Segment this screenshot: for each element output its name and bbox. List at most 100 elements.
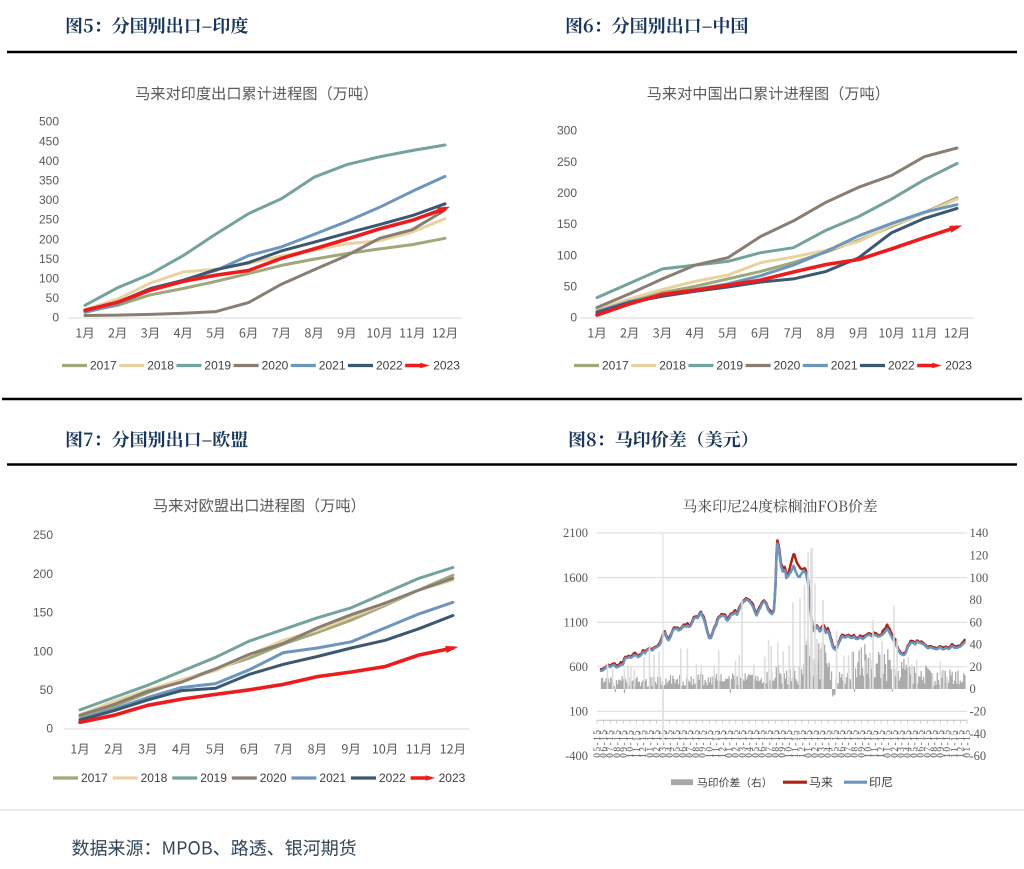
svg-text:2019: 2019 — [200, 771, 227, 785]
svg-text:03-15: 03-15 — [818, 729, 828, 758]
svg-text:1600: 1600 — [563, 571, 588, 585]
svg-text:06-15: 06-15 — [600, 729, 610, 758]
svg-text:350: 350 — [39, 174, 59, 188]
svg-text:08-15: 08-15 — [771, 729, 781, 758]
svg-text:80: 80 — [970, 593, 983, 607]
svg-text:02-15: 02-15 — [652, 729, 662, 758]
svg-text:100: 100 — [970, 571, 989, 585]
svg-text:09-15: 09-15 — [619, 729, 629, 758]
svg-text:2018: 2018 — [659, 359, 686, 373]
svg-text:01-15: 01-15 — [804, 729, 814, 758]
svg-text:02-15: 02-15 — [732, 729, 742, 758]
svg-text:07-15: 07-15 — [765, 729, 775, 758]
svg-text:2022: 2022 — [888, 359, 915, 373]
svg-text:06-15: 06-15 — [837, 729, 847, 758]
svg-text:0: 0 — [46, 722, 53, 736]
svg-text:140: 140 — [970, 526, 989, 540]
svg-text:2018: 2018 — [141, 771, 168, 785]
svg-text:150: 150 — [39, 252, 59, 266]
svg-text:50: 50 — [40, 683, 54, 697]
svg-text:12-15: 12-15 — [719, 729, 729, 758]
svg-text:05-15: 05-15 — [752, 729, 762, 758]
svg-text:250: 250 — [39, 213, 59, 227]
svg-text:-20: -20 — [970, 705, 987, 719]
svg-text:150: 150 — [557, 217, 577, 231]
svg-text:08-15: 08-15 — [930, 729, 940, 758]
svg-text:09-15: 09-15 — [699, 729, 709, 758]
svg-text:08-15: 08-15 — [851, 729, 861, 758]
svg-text:450: 450 — [39, 134, 59, 148]
svg-text:-60: -60 — [970, 749, 987, 763]
svg-text:2019: 2019 — [716, 359, 743, 373]
svg-text:2021: 2021 — [319, 771, 346, 785]
svg-text:12-15: 12-15 — [956, 729, 966, 758]
svg-text:03-15: 03-15 — [897, 729, 907, 758]
svg-text:11-15: 11-15 — [791, 729, 801, 758]
svg-text:2022: 2022 — [379, 771, 406, 785]
svg-text:05-15: 05-15 — [672, 729, 682, 758]
svg-text:03-15: 03-15 — [659, 729, 669, 758]
svg-text:07-15: 07-15 — [606, 729, 616, 758]
svg-text:250: 250 — [33, 528, 53, 542]
svg-text:2018: 2018 — [147, 359, 174, 373]
svg-text:600: 600 — [569, 660, 588, 674]
svg-text:2022: 2022 — [376, 359, 403, 373]
svg-text:03-15: 03-15 — [738, 729, 748, 758]
svg-text:10-15: 10-15 — [785, 729, 795, 758]
svg-text:1100: 1100 — [563, 615, 588, 629]
svg-text:0: 0 — [570, 311, 577, 325]
svg-text:12-15: 12-15 — [639, 729, 649, 758]
svg-text:07-15: 07-15 — [844, 729, 854, 758]
svg-text:08-15: 08-15 — [613, 729, 623, 758]
svg-text:60: 60 — [970, 615, 983, 629]
svg-text:100: 100 — [33, 644, 53, 658]
svg-text:01-15: 01-15 — [963, 729, 973, 758]
svg-text:04-15: 04-15 — [904, 729, 914, 758]
svg-text:10-15: 10-15 — [864, 729, 874, 758]
svg-text:12-15: 12-15 — [877, 729, 887, 758]
svg-text:07-15: 07-15 — [923, 729, 933, 758]
svg-text:08-15: 08-15 — [692, 729, 702, 758]
svg-text:2017: 2017 — [81, 771, 108, 785]
svg-text:2100: 2100 — [563, 526, 588, 540]
svg-text:10-15: 10-15 — [705, 729, 715, 758]
svg-text:100: 100 — [569, 705, 588, 719]
svg-text:11-15: 11-15 — [633, 729, 643, 758]
svg-text:2020: 2020 — [260, 771, 287, 785]
svg-text:200: 200 — [39, 232, 59, 246]
svg-text:2023: 2023 — [945, 359, 972, 373]
svg-text:04-15: 04-15 — [745, 729, 755, 758]
svg-text:09-15: 09-15 — [857, 729, 867, 758]
svg-text:200: 200 — [557, 186, 577, 200]
svg-text:07-15: 07-15 — [686, 729, 696, 758]
svg-text:11-15: 11-15 — [712, 729, 722, 758]
svg-text:04-15: 04-15 — [824, 729, 834, 758]
svg-text:2017: 2017 — [602, 359, 629, 373]
svg-text:2023: 2023 — [433, 359, 460, 373]
svg-text:01-15: 01-15 — [646, 729, 656, 758]
svg-text:09-15: 09-15 — [778, 729, 788, 758]
svg-text:2020: 2020 — [262, 359, 289, 373]
svg-text:300: 300 — [39, 193, 59, 207]
svg-text:20: 20 — [970, 660, 983, 674]
svg-text:120: 120 — [970, 549, 989, 563]
svg-text:-40: -40 — [970, 727, 987, 741]
svg-text:50: 50 — [564, 280, 578, 294]
svg-text:2020: 2020 — [774, 359, 801, 373]
svg-text:150: 150 — [33, 606, 53, 620]
svg-text:100: 100 — [557, 248, 577, 262]
svg-text:0: 0 — [52, 311, 59, 325]
svg-text:11-15: 11-15 — [950, 729, 960, 758]
svg-text:300: 300 — [557, 124, 577, 138]
svg-text:-400: -400 — [565, 749, 588, 763]
svg-text:2021: 2021 — [319, 359, 346, 373]
svg-text:400: 400 — [39, 154, 59, 168]
svg-text:06-15: 06-15 — [917, 729, 927, 758]
svg-text:2019: 2019 — [204, 359, 231, 373]
svg-text:02-15: 02-15 — [890, 729, 900, 758]
svg-text:500: 500 — [39, 115, 59, 129]
svg-text:04-15: 04-15 — [666, 729, 676, 758]
svg-text:05-15: 05-15 — [593, 729, 603, 758]
svg-text:250: 250 — [557, 155, 577, 169]
svg-text:2021: 2021 — [831, 359, 858, 373]
